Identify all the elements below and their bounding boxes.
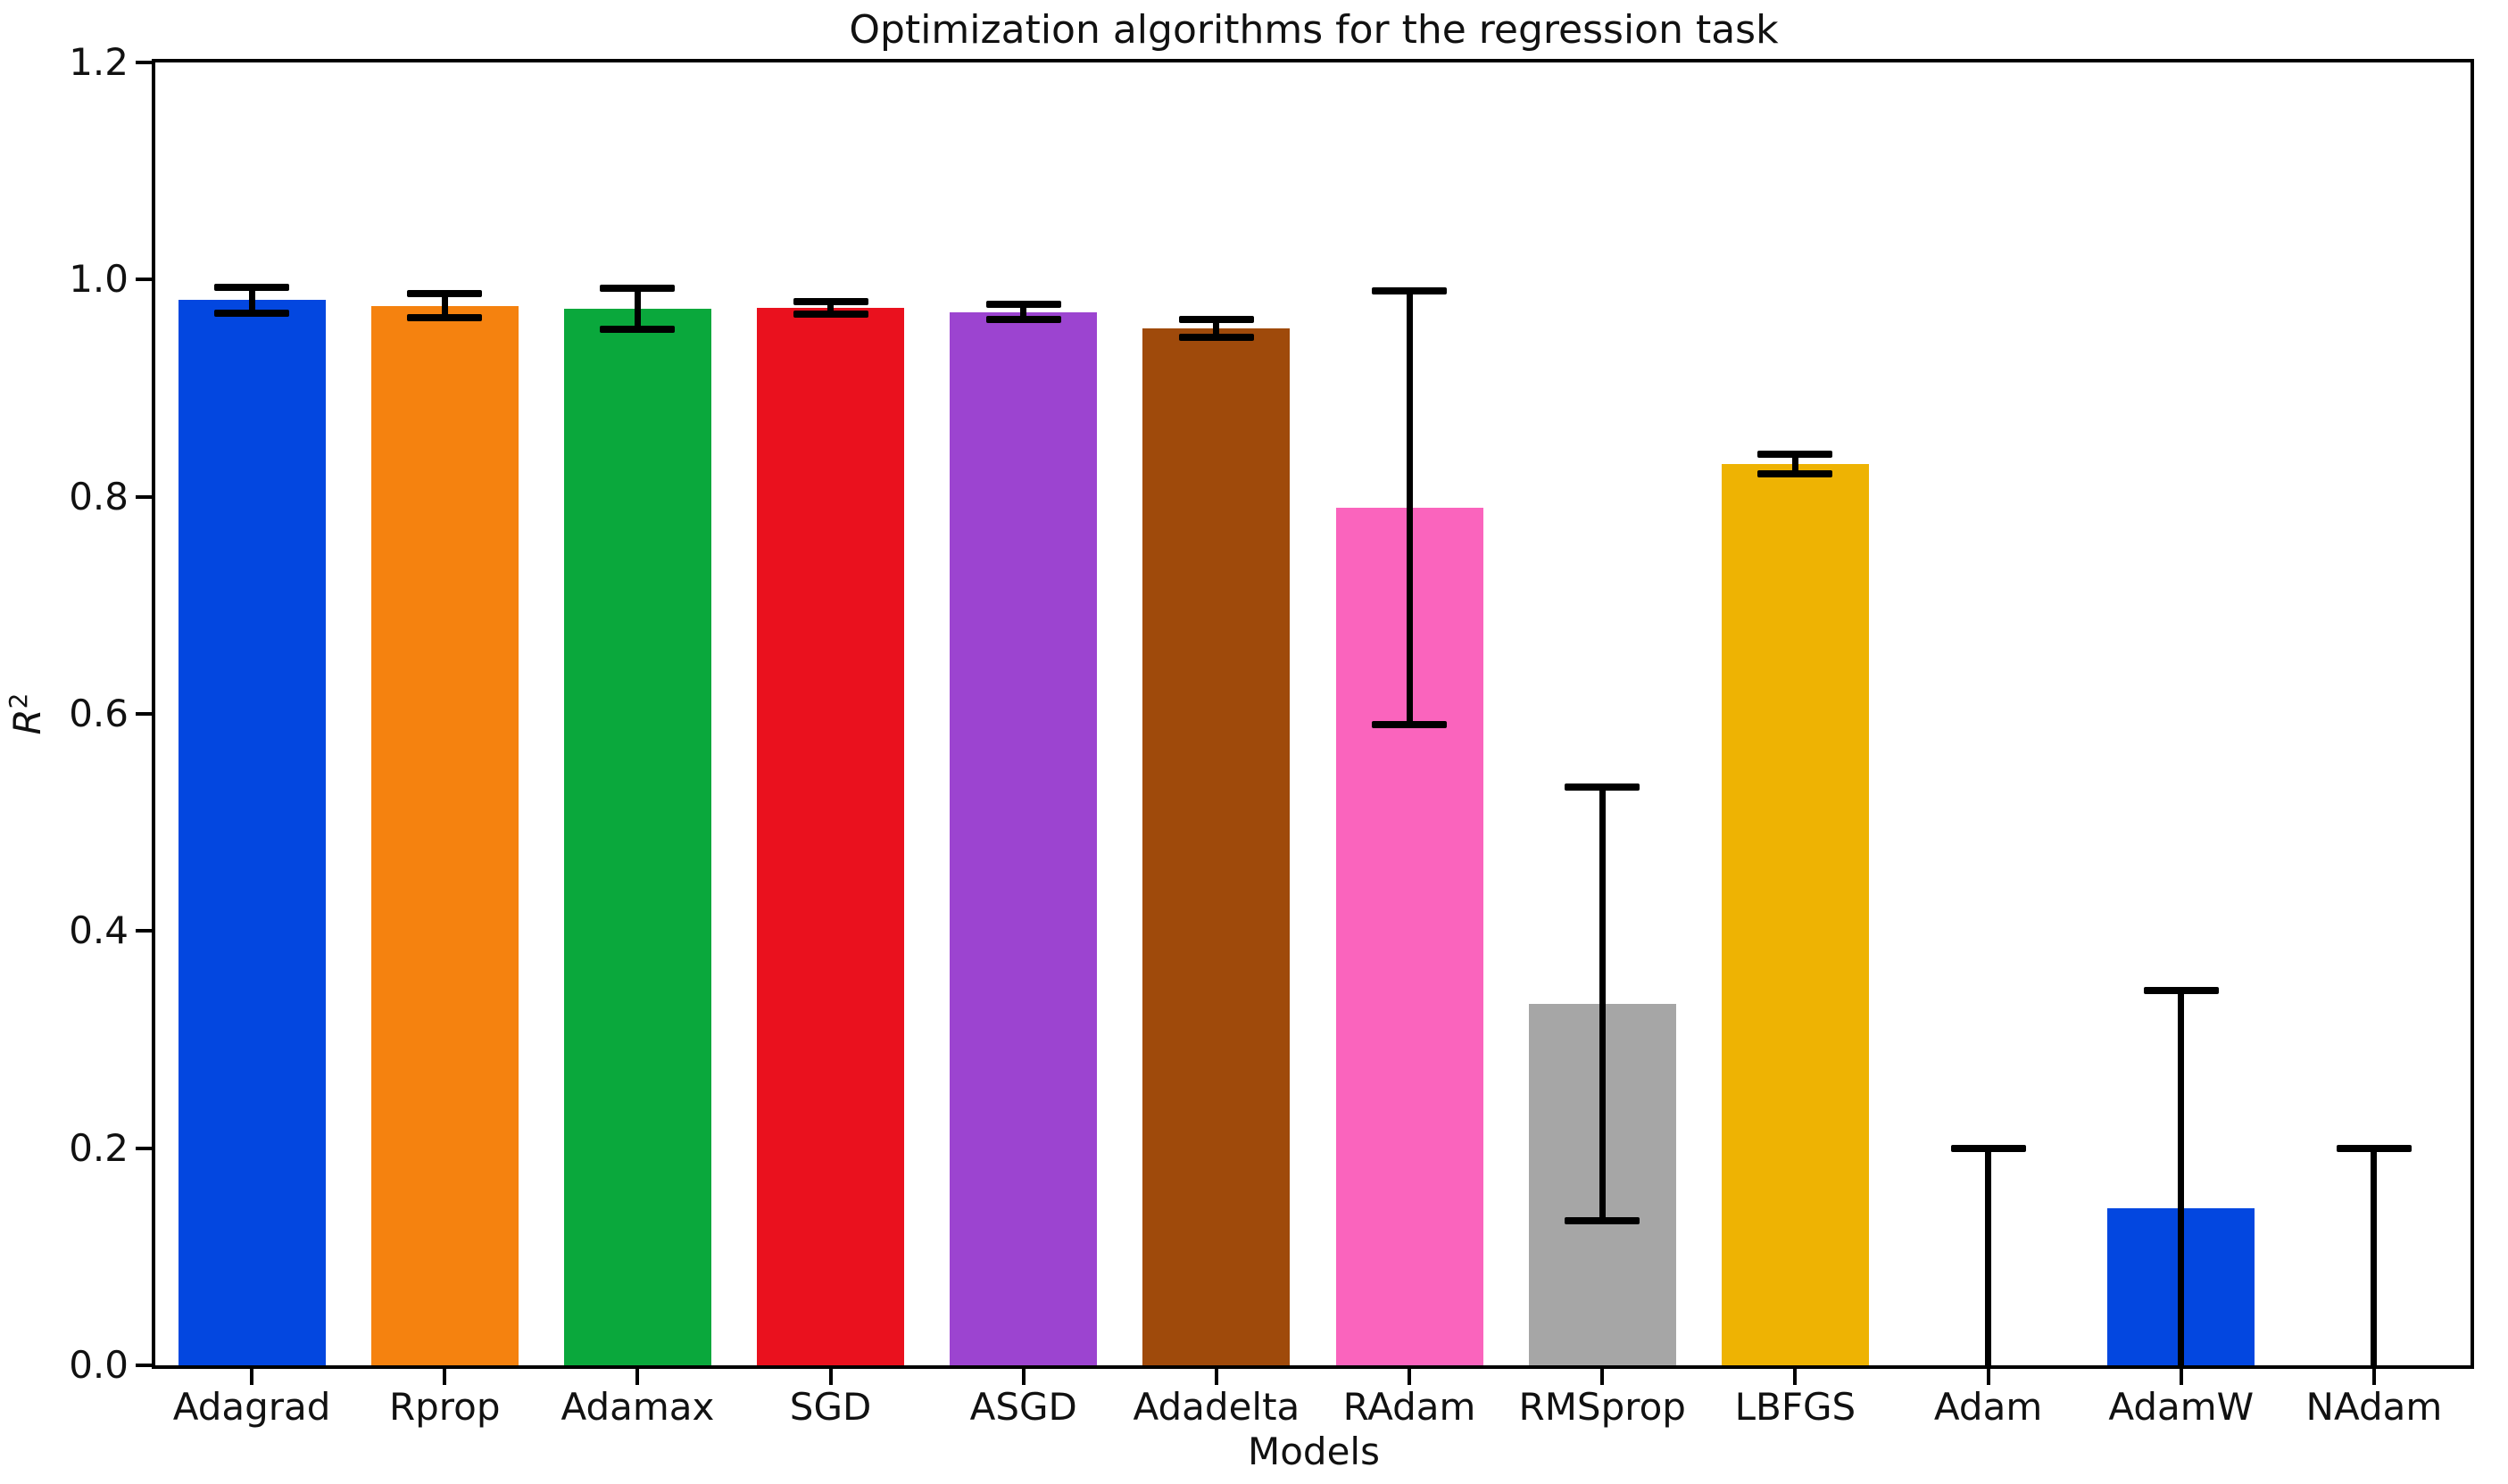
error-cap-lower-radam	[1372, 721, 1448, 729]
bar-adadelta	[1142, 328, 1291, 1365]
error-cap-lower-adamax	[600, 326, 676, 334]
x-tick-label-radam: RAdam	[1342, 1385, 1476, 1429]
x-tick-label-rmsprop: RMSprop	[1518, 1385, 1686, 1429]
x-tick-label-lbfgs: LBFGS	[1734, 1385, 1856, 1429]
error-whisker-rmsprop	[1599, 786, 1606, 1222]
x-tick-label-adamw: AdamW	[2108, 1385, 2255, 1429]
error-whisker-sgd	[827, 301, 835, 315]
x-tick-label-adam: Adam	[1933, 1385, 2043, 1429]
error-cap-lower-adagrad	[214, 310, 290, 318]
error-whisker-adam	[1985, 1148, 1992, 1365]
error-cap-lower-adadelta	[1178, 333, 1254, 341]
error-cap-upper-sgd	[793, 297, 868, 305]
error-cap-lower-sgd	[793, 311, 868, 319]
y-tick-label-1.2: 1.2	[69, 40, 129, 84]
error-whisker-lbfgs	[1791, 454, 1798, 475]
x-tick-label-sgd: SGD	[789, 1385, 872, 1429]
error-whisker-rprop	[441, 294, 448, 318]
error-cap-upper-rmsprop	[1565, 783, 1640, 791]
bar-adagrad	[178, 300, 326, 1365]
error-cap-upper-adamax	[600, 285, 676, 293]
y-tick-label-0.6: 0.6	[69, 692, 129, 735]
bar-lbfgs	[1721, 464, 1869, 1365]
x-axis-label: Models	[1248, 1430, 1380, 1473]
x-tick-label-nadam: NAdam	[2305, 1385, 2443, 1429]
bar-rprop	[370, 305, 519, 1365]
error-whisker-adadelta	[1213, 319, 1220, 337]
error-cap-upper-adamw	[2143, 987, 2219, 995]
error-whisker-asgd	[1020, 304, 1027, 320]
error-cap-upper-radam	[1372, 286, 1448, 294]
y-tick-label-0.4: 0.4	[69, 908, 129, 953]
x-tick-label-adadelta: Adadelta	[1133, 1385, 1300, 1429]
y-tick-1.2	[136, 61, 152, 64]
error-cap-lower-lbfgs	[1757, 470, 1833, 478]
x-tick-radam	[1408, 1369, 1412, 1385]
error-cap-upper-lbfgs	[1757, 451, 1833, 459]
x-tick-asgd	[1021, 1369, 1026, 1385]
error-cap-upper-adadelta	[1178, 316, 1254, 324]
bar-sgd	[757, 307, 905, 1365]
error-cap-upper-asgd	[985, 301, 1061, 309]
y-tick-0.2	[136, 1146, 152, 1150]
error-cap-upper-adagrad	[214, 283, 290, 291]
y-tick-0.8	[136, 494, 152, 499]
x-tick-adamax	[635, 1369, 640, 1385]
y-tick-0.0	[136, 1364, 152, 1367]
x-tick-adam	[1986, 1369, 1990, 1385]
x-tick-nadam	[2371, 1369, 2376, 1385]
error-cap-upper-adam	[1950, 1144, 2026, 1152]
error-whisker-nadam	[2371, 1148, 2378, 1365]
error-cap-lower-asgd	[985, 316, 1061, 324]
bar-asgd	[950, 311, 1098, 1365]
y-tick-label-0.2: 0.2	[69, 1125, 129, 1170]
x-tick-lbfgs	[1793, 1369, 1798, 1385]
x-tick-adadelta	[1214, 1369, 1218, 1385]
x-tick-sgd	[828, 1369, 833, 1385]
y-tick-label-0.0: 0.0	[69, 1343, 129, 1387]
error-cap-lower-rmsprop	[1565, 1217, 1640, 1225]
error-whisker-adamw	[2178, 991, 2185, 1365]
chart-title: Optimization algorithms for the regressi…	[849, 7, 1779, 53]
error-whisker-adagrad	[248, 286, 255, 314]
bar-adamax	[563, 309, 711, 1365]
y-tick-0.6	[136, 712, 152, 716]
x-tick-rmsprop	[1600, 1369, 1605, 1385]
x-tick-label-adamax: Adamax	[561, 1385, 715, 1429]
y-tick-label-0.8: 0.8	[69, 474, 129, 518]
y-tick-label-1.0: 1.0	[69, 257, 129, 302]
y-tick-1.0	[136, 278, 152, 282]
error-cap-lower-rprop	[407, 313, 483, 321]
error-whisker-adamax	[634, 288, 641, 330]
x-tick-label-asgd: ASGD	[969, 1385, 1077, 1429]
x-tick-rprop	[443, 1369, 447, 1385]
x-tick-adagrad	[250, 1369, 254, 1385]
y-tick-0.4	[136, 929, 152, 933]
error-whisker-radam	[1406, 290, 1413, 725]
x-tick-label-rprop: Rprop	[388, 1385, 501, 1429]
x-tick-adamw	[2179, 1369, 2183, 1385]
error-cap-upper-nadam	[2336, 1144, 2412, 1152]
error-cap-upper-rprop	[407, 290, 483, 298]
x-tick-label-adagrad: Adagrad	[172, 1385, 331, 1429]
